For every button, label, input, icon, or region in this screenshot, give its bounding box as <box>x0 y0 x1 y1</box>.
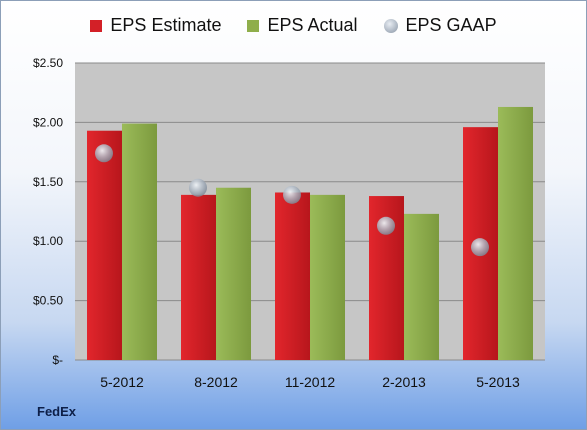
bar-eps-actual <box>216 187 251 360</box>
legend-swatch-actual <box>247 19 260 32</box>
bar-eps-actual <box>310 194 345 360</box>
y-tick-label: $0.50 <box>33 294 63 308</box>
legend: EPS Estimate EPS Actual EPS GAAP <box>1 15 586 36</box>
bar-eps-actual <box>498 106 533 361</box>
company-name: FedEx <box>37 404 77 419</box>
legend-label-estimate: EPS Estimate <box>110 15 222 35</box>
legend-item-gaap: EPS GAAP <box>383 15 497 36</box>
point-eps-gaap <box>95 144 113 163</box>
x-tick-label: 5-2013 <box>476 374 520 390</box>
legend-swatch-gaap <box>383 18 398 33</box>
x-axis-ticks: 5-2012 8-2012 11-2012 2-2013 5-2013 <box>100 374 520 390</box>
legend-item-estimate: EPS Estimate <box>90 15 221 36</box>
bars <box>87 106 533 361</box>
point-eps-gaap <box>377 216 395 235</box>
legend-label-actual: EPS Actual <box>267 15 358 35</box>
gaap-points <box>95 144 489 257</box>
y-tick-label: $- <box>52 353 63 367</box>
x-tick-label: 8-2012 <box>194 374 238 390</box>
y-tick-label: $1.00 <box>33 234 63 248</box>
eps-chart: $- $0.50 $1.00 $1.50 $2.00 $2.50 5-2012 8-2012… <box>33 56 545 390</box>
y-tick-label: $1.50 <box>33 175 63 189</box>
bar-eps-actual <box>404 213 439 360</box>
y-tick-label: $2.00 <box>33 115 63 129</box>
x-tick-label: 5-2012 <box>100 374 144 390</box>
x-tick-label: 2-2013 <box>382 374 426 390</box>
legend-label-gaap: EPS GAAP <box>405 15 497 35</box>
legend-swatch-estimate <box>90 19 103 32</box>
x-tick-label: 11-2012 <box>285 374 336 390</box>
legend-item-actual: EPS Actual <box>247 15 358 36</box>
point-eps-gaap <box>283 185 301 204</box>
bar-eps-estimate <box>275 192 310 360</box>
point-eps-gaap <box>471 238 489 257</box>
y-axis-ticks: $- $0.50 $1.00 $1.50 $2.00 $2.50 <box>33 56 63 367</box>
y-tick-label: $2.50 <box>33 56 63 70</box>
bar-eps-estimate <box>181 194 216 360</box>
point-eps-gaap <box>189 178 207 197</box>
bar-eps-estimate <box>87 130 122 360</box>
bar-eps-actual <box>122 123 157 360</box>
